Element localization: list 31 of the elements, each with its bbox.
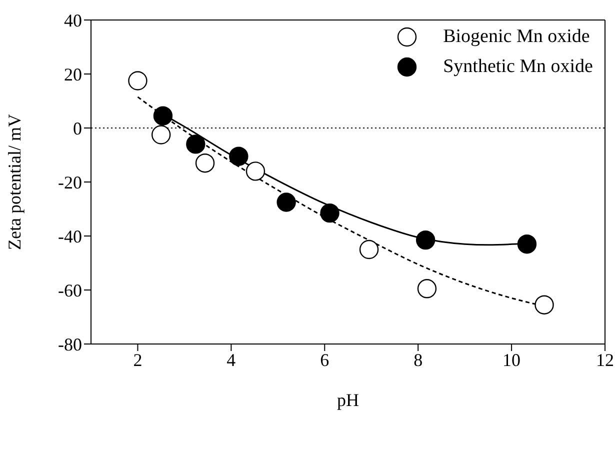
point	[416, 230, 436, 250]
legend-label: Biogenic Mn oxide	[443, 26, 590, 48]
point	[359, 240, 379, 260]
x-tick-label: 6	[320, 350, 330, 370]
point	[246, 162, 266, 181]
x-tick-label: 10	[502, 350, 521, 370]
y-tick-label: -80	[58, 334, 82, 354]
x-tick-label: 2	[133, 350, 142, 370]
point	[517, 234, 537, 254]
y-tick-label: -60	[58, 280, 82, 300]
y-tick-label: 40	[64, 10, 82, 30]
point	[534, 295, 554, 314]
point	[186, 134, 206, 154]
x-axis-title: pH	[337, 390, 359, 410]
y-tick-label: 0	[73, 118, 82, 138]
point	[320, 203, 340, 223]
x-tick-label: 8	[414, 350, 423, 370]
point	[276, 192, 296, 212]
x-tick-label: 4	[226, 350, 236, 370]
x-tick-label: 12	[596, 350, 614, 370]
y-tick-label: -20	[58, 172, 82, 192]
point	[195, 154, 215, 173]
point	[128, 71, 148, 90]
point	[417, 279, 437, 298]
y-tick-label: -40	[58, 226, 82, 246]
point	[229, 146, 248, 166]
point	[151, 125, 171, 144]
y-tick-label: 20	[64, 64, 82, 84]
point	[153, 106, 173, 126]
legend-label: Synthetic Mn oxide	[443, 56, 593, 78]
y-axis-title: Zeta potential/ mV	[4, 114, 24, 250]
